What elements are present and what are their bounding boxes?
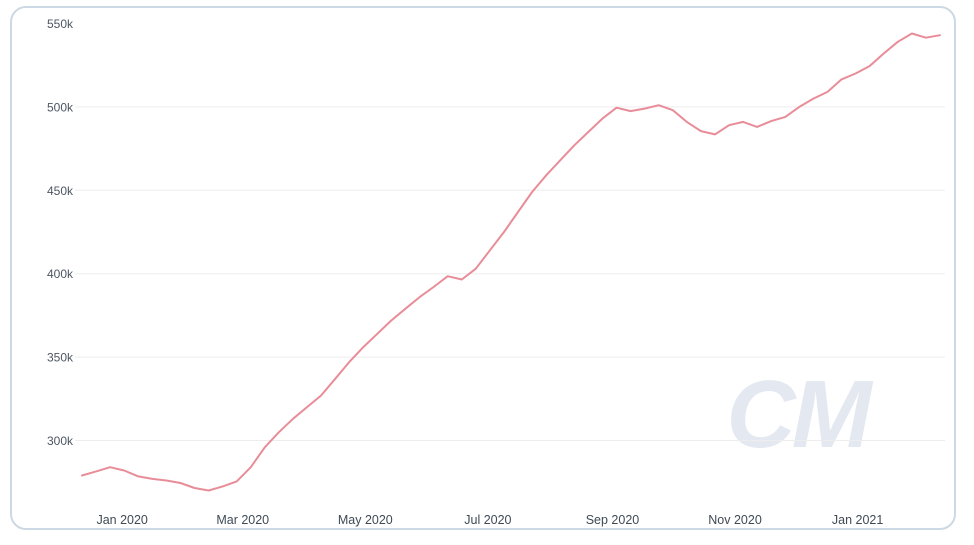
chart-card — [10, 6, 956, 530]
x-axis-label: Jul 2020 — [464, 513, 511, 527]
x-axis-label: Mar 2020 — [216, 513, 269, 527]
y-axis-label: 550k — [47, 17, 74, 31]
data-line — [81, 32, 941, 492]
watermark-logo: CM — [726, 361, 873, 468]
x-axis-label: Nov 2020 — [708, 513, 762, 527]
y-axis-label: 300k — [47, 434, 74, 448]
x-axis-label: Jan 2020 — [96, 513, 147, 527]
y-axis-label: 400k — [47, 267, 74, 281]
x-axis-label: Sep 2020 — [586, 513, 640, 527]
x-axis-label: May 2020 — [338, 513, 393, 527]
y-axis-label: 450k — [47, 184, 74, 198]
y-axis-label: 350k — [47, 351, 74, 365]
y-axis-label: 500k — [47, 100, 74, 114]
x-axis-label: Jan 2021 — [832, 513, 883, 527]
